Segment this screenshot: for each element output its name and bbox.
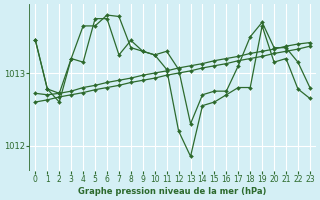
X-axis label: Graphe pression niveau de la mer (hPa): Graphe pression niveau de la mer (hPa) [78,187,267,196]
